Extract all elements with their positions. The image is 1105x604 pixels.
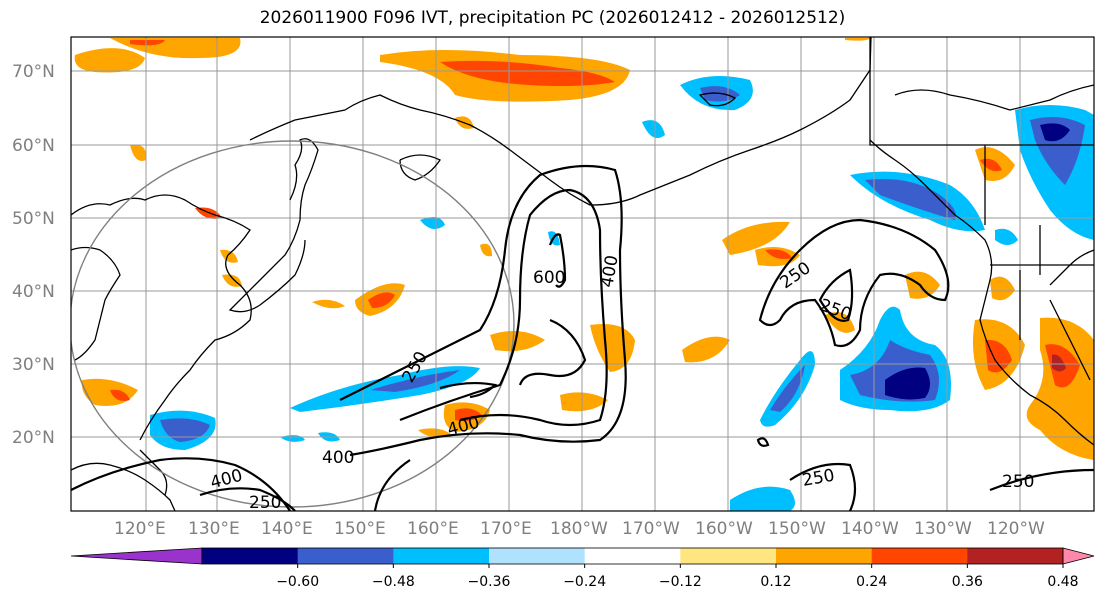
positive-anomaly-region (905, 271, 940, 299)
colorbar-label: 0.12 (760, 574, 791, 590)
negative-anomaly-region (160, 418, 210, 442)
colorbar-label: −0.24 (563, 574, 606, 590)
coastlines (71, 37, 1094, 511)
lon-tick-label: 170°E (480, 519, 532, 539)
positive-anomaly-region (312, 299, 345, 309)
lat-tick-label: 30°N (12, 355, 55, 375)
colorbar-label: −0.48 (372, 574, 415, 590)
contour-label: 250 (249, 493, 281, 513)
lon-tick-label: 120°E (114, 519, 166, 539)
lat-tick-label: 60°N (12, 136, 55, 156)
positive-anomaly-region (1052, 354, 1066, 372)
negative-anomaly-region (642, 120, 665, 139)
positive-anomaly-region (722, 221, 790, 255)
lon-tick-label: 160°W (695, 519, 753, 539)
colorbar-segment (489, 548, 586, 564)
colorbar-extend-low (70, 547, 203, 565)
colorbar-label: −0.60 (276, 574, 319, 590)
lon-tick-label: 130°W (914, 519, 972, 539)
positive-anomaly-region (130, 144, 147, 161)
negative-anomaly-region (995, 228, 1018, 245)
lon-tick-label: 160°E (407, 519, 459, 539)
lat-tick-label: 70°N (12, 62, 55, 82)
colorbar-segment (871, 548, 968, 564)
colorbar-segment (967, 548, 1064, 564)
positive-anomaly-region (110, 389, 130, 401)
lon-tick-label: 170°W (622, 519, 680, 539)
positive-anomaly-region (845, 38, 870, 41)
negative-anomaly-region (865, 179, 956, 220)
positive-anomaly-region (74, 48, 145, 73)
map-title: 2026011900 F096 IVT, precipitation PC (2… (259, 8, 846, 28)
map-plot-area: 600 400 250 400 250 400 400 250 250 250 … (71, 37, 1094, 513)
colorbar: −0.60 −0.48 −0.36 −0.24 −0.12 0.12 0.24 0.36 0.4… (70, 547, 1095, 590)
colorbar-segment (680, 548, 777, 564)
lat-tick-label: 40°N (12, 282, 55, 302)
negative-anomaly-region (885, 367, 930, 400)
positive-anomaly-region (480, 243, 492, 257)
colorbar-label: −0.36 (468, 574, 511, 590)
lon-tick-label: 150°E (334, 519, 386, 539)
negative-anomaly-region (1040, 123, 1070, 142)
latitude-labels: 70°N 60°N 50°N 40°N 30°N 20°N (12, 62, 55, 448)
lat-tick-label: 50°N (12, 209, 55, 229)
colorbar-extend-high (1062, 547, 1095, 565)
colorbar-segment (776, 548, 873, 564)
colorbar-segment (297, 548, 394, 564)
contour-label: 400 (322, 448, 354, 468)
lon-tick-label: 120°W (987, 519, 1045, 539)
colorbar-label: 0.36 (952, 574, 983, 590)
positive-anomaly-region (990, 276, 1015, 301)
positive-anomaly-region (130, 40, 165, 46)
negative-anomaly-region (730, 486, 795, 511)
lon-tick-label: 180°W (550, 519, 608, 539)
lat-tick-label: 20°N (12, 428, 55, 448)
positive-anomaly-region (368, 292, 395, 308)
lon-tick-label: 140°W (841, 519, 899, 539)
contour-label: 250 (1002, 472, 1034, 492)
ivt-contours (71, 164, 1094, 511)
colorbar-segment (393, 548, 490, 564)
longitude-labels: 120°E 130°E 140°E 150°E 160°E 170°E 180°… (114, 519, 1045, 539)
colorbar-segment (202, 548, 299, 564)
lon-tick-label: 140°E (261, 519, 313, 539)
colorbar-label: 0.24 (856, 574, 887, 590)
colorbar-label: −0.12 (659, 574, 702, 590)
positive-anomaly-region (490, 331, 545, 352)
lon-tick-label: 130°E (188, 519, 240, 539)
map-frame (70, 36, 1095, 512)
colorbar-label: 0.48 (1047, 574, 1078, 590)
colorbar-segment (584, 548, 681, 564)
negative-anomaly-region (420, 216, 445, 229)
precip-shading (74, 38, 1094, 511)
negative-anomaly-region (370, 370, 460, 392)
positive-anomaly-region (440, 60, 615, 86)
positive-anomaly-region (560, 392, 608, 412)
colorbar-frame (201, 547, 1064, 565)
positive-anomaly-region (682, 336, 730, 363)
lon-tick-label: 150°W (768, 519, 826, 539)
positive-anomaly-region (220, 249, 238, 263)
contour-label: 600 (533, 268, 565, 288)
negative-anomaly-region (770, 365, 805, 412)
positive-anomaly-region (765, 249, 792, 259)
positive-anomaly-region (222, 274, 242, 287)
